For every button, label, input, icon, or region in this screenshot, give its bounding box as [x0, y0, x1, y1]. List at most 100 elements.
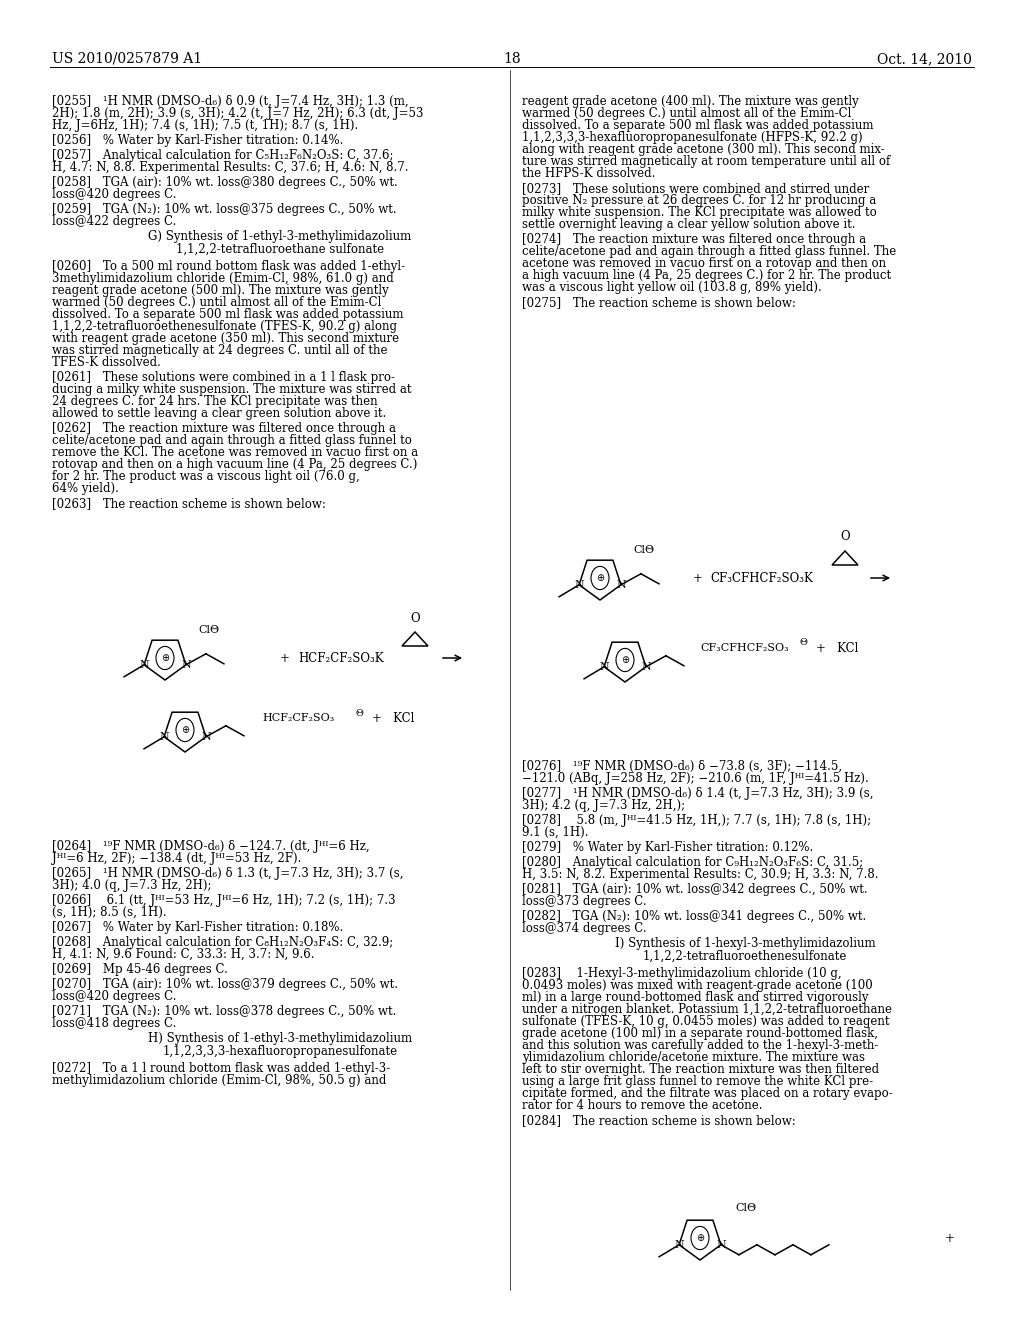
Text: remove the KCl. The acetone was removed in vacuo first on a: remove the KCl. The acetone was removed …	[52, 446, 418, 459]
Text: N: N	[574, 579, 584, 590]
Text: N: N	[674, 1239, 684, 1250]
Text: settle overnight leaving a clear yellow solution above it.: settle overnight leaving a clear yellow …	[522, 218, 855, 231]
Text: [0282] TGA (N₂): 10% wt. loss@341 degrees C., 50% wt.: [0282] TGA (N₂): 10% wt. loss@341 degree…	[522, 909, 866, 923]
Text: reagent grade acetone (500 ml). The mixture was gently: reagent grade acetone (500 ml). The mixt…	[52, 284, 389, 297]
Text: milky white suspension. The KCl precipitate was allowed to: milky white suspension. The KCl precipit…	[522, 206, 877, 219]
Text: 1,1,2,2-tetrafluoroethane sulfonate: 1,1,2,2-tetrafluoroethane sulfonate	[176, 243, 384, 256]
Text: [0261] These solutions were combined in a 1 l flask pro-: [0261] These solutions were combined in …	[52, 371, 395, 384]
Text: N: N	[201, 731, 211, 742]
Text: warmed (50 degrees C.) until almost all of the Emim-Cl: warmed (50 degrees C.) until almost all …	[52, 296, 381, 309]
Text: [0281] TGA (air): 10% wt. loss@342 degrees C., 50% wt.: [0281] TGA (air): 10% wt. loss@342 degre…	[522, 883, 867, 896]
Text: 2H); 1.8 (m, 2H); 3.9 (s, 3H); 4.2 (t, J=7 Hz, 2H); 6.3 (dt, J=53: 2H); 1.8 (m, 2H); 3.9 (s, 3H); 4.2 (t, J…	[52, 107, 424, 120]
Text: H, 4.1: N, 9.6 Found: C, 33.3: H, 3.7: N, 9.6.: H, 4.1: N, 9.6 Found: C, 33.3: H, 3.7: N…	[52, 948, 314, 961]
Text: HCF₂CF₂SO₃K: HCF₂CF₂SO₃K	[298, 652, 384, 664]
Text: loss@373 degrees C.: loss@373 degrees C.	[522, 895, 646, 908]
Text: ClΘ: ClΘ	[634, 545, 654, 554]
Text: O: O	[411, 611, 420, 624]
Text: loss@420 degrees C.: loss@420 degrees C.	[52, 990, 176, 1003]
Text: warmed (50 degrees C.) until almost all of the Emim-Cl: warmed (50 degrees C.) until almost all …	[522, 107, 851, 120]
Text: [0274] The reaction mixture was filtered once through a: [0274] The reaction mixture was filtered…	[522, 234, 866, 246]
Text: CF₃CFHCF₂SO₃K: CF₃CFHCF₂SO₃K	[710, 572, 813, 585]
Text: 1,1,2,3,3,3-hexafluoropropanesulfonate (HFPS-K, 92.2 g): 1,1,2,3,3,3-hexafluoropropanesulfonate (…	[522, 131, 862, 144]
Text: [0284] The reaction scheme is shown below:: [0284] The reaction scheme is shown belo…	[522, 1114, 796, 1127]
Text: [0257] Analytical calculation for C₅H₁₂F₆N₂O₃S: C, 37.6;: [0257] Analytical calculation for C₅H₁₂F…	[52, 149, 393, 162]
Text: ducing a milky white suspension. The mixture was stirred at: ducing a milky white suspension. The mix…	[52, 383, 412, 396]
Text: [0279] % Water by Karl-Fisher titration: 0.12%.: [0279] % Water by Karl-Fisher titration:…	[522, 841, 813, 854]
Text: ⊕: ⊕	[181, 725, 189, 735]
Text: under a nitrogen blanket. Potassium 1,1,2,2-tetrafluoroethane: under a nitrogen blanket. Potassium 1,1,…	[522, 1003, 892, 1016]
Text: [0271] TGA (N₂): 10% wt. loss@378 degrees C., 50% wt.: [0271] TGA (N₂): 10% wt. loss@378 degree…	[52, 1005, 396, 1018]
Text: 9.1 (s, 1H).: 9.1 (s, 1H).	[522, 826, 589, 840]
Text: [0267] % Water by Karl-Fisher titration: 0.18%.: [0267] % Water by Karl-Fisher titration:…	[52, 921, 343, 935]
Text: H) Synthesis of 1-ethyl-3-methylimidazolium: H) Synthesis of 1-ethyl-3-methylimidazol…	[147, 1032, 412, 1045]
Text: ture was stirred magnetically at room temperature until all of: ture was stirred magnetically at room te…	[522, 154, 890, 168]
Text: 1,1,2,3,3,3-hexafluoropropanesulfonate: 1,1,2,3,3,3-hexafluoropropanesulfonate	[163, 1045, 397, 1059]
Text: [0280] Analytical calculation for C₉H₁₂N₂O₃F₆S: C, 31.5;: [0280] Analytical calculation for C₉H₁₂N…	[522, 855, 863, 869]
Text: reagent grade acetone (400 ml). The mixture was gently: reagent grade acetone (400 ml). The mixt…	[522, 95, 859, 108]
Text: N: N	[616, 579, 626, 590]
Text: [0278]  5.8 (m, Jᴴᴵ=41.5 Hz, 1H,); 7.7 (s, 1H); 7.8 (s, 1H);: [0278] 5.8 (m, Jᴴᴵ=41.5 Hz, 1H,); 7.7 (s…	[522, 814, 871, 828]
Text: H, 3.5: N, 8.2. Experimental Results: C, 30.9; H, 3.3: N, 7.8.: H, 3.5: N, 8.2. Experimental Results: C,…	[522, 869, 879, 880]
Text: N: N	[139, 660, 148, 669]
Text: +   KCl: + KCl	[372, 711, 415, 725]
Text: methylimidazolium chloride (Emim-Cl, 98%, 50.5 g) and: methylimidazolium chloride (Emim-Cl, 98%…	[52, 1074, 386, 1086]
Text: ⊕: ⊕	[161, 653, 169, 663]
Text: along with reagent grade acetone (300 ml). This second mix-: along with reagent grade acetone (300 ml…	[522, 143, 885, 156]
Text: [0259] TGA (N₂): 10% wt. loss@375 degrees C., 50% wt.: [0259] TGA (N₂): 10% wt. loss@375 degree…	[52, 203, 396, 216]
Text: [0275] The reaction scheme is shown below:: [0275] The reaction scheme is shown belo…	[522, 296, 796, 309]
Text: HCF₂CF₂SO₃: HCF₂CF₂SO₃	[262, 713, 334, 723]
Text: +: +	[945, 1232, 955, 1245]
Text: +   KCl: + KCl	[816, 642, 858, 655]
Text: CF₃CFHCF₂SO₃: CF₃CFHCF₂SO₃	[700, 643, 788, 653]
Text: N: N	[716, 1239, 726, 1250]
Text: loss@374 degrees C.: loss@374 degrees C.	[522, 921, 646, 935]
Text: [0260] To a 500 ml round bottom flask was added 1-ethyl-: [0260] To a 500 ml round bottom flask wa…	[52, 260, 406, 273]
Text: was a viscous light yellow oil (103.8 g, 89% yield).: was a viscous light yellow oil (103.8 g,…	[522, 281, 821, 294]
Text: a high vacuum line (4 Pa, 25 degrees C.) for 2 hr. The product: a high vacuum line (4 Pa, 25 degrees C.)…	[522, 269, 891, 282]
Text: [0283]  1-Hexyl-3-methylimidazolium chloride (10 g,: [0283] 1-Hexyl-3-methylimidazolium chlor…	[522, 968, 842, 979]
Text: with reagent grade acetone (350 ml). This second mixture: with reagent grade acetone (350 ml). Thi…	[52, 333, 399, 345]
Text: H, 4.7: N, 8.8. Experimental Results: C, 37.6; H, 4.6: N, 8.7.: H, 4.7: N, 8.8. Experimental Results: C,…	[52, 161, 409, 174]
Text: Jᴴᴵ=6 Hz, 2F); −138.4 (dt, Jᴴᴵ=53 Hz, 2F).: Jᴴᴵ=6 Hz, 2F); −138.4 (dt, Jᴴᴵ=53 Hz, 2F…	[52, 851, 301, 865]
Text: 3H); 4.0 (q, J=7.3 Hz, 2H);: 3H); 4.0 (q, J=7.3 Hz, 2H);	[52, 879, 212, 892]
Text: 64% yield).: 64% yield).	[52, 482, 119, 495]
Text: using a large frit glass funnel to remove the white KCl pre-: using a large frit glass funnel to remov…	[522, 1074, 873, 1088]
Text: 3H); 4.2 (q, J=7.3 Hz, 2H,);: 3H); 4.2 (q, J=7.3 Hz, 2H,);	[522, 799, 685, 812]
Text: [0276] ¹⁹F NMR (DMSO-d₆) δ −73.8 (s, 3F); −114.5,: [0276] ¹⁹F NMR (DMSO-d₆) δ −73.8 (s, 3F)…	[522, 760, 842, 774]
Text: 3methylimidazolium chloride (Emim-Cl, 98%, 61.0 g) and: 3methylimidazolium chloride (Emim-Cl, 98…	[52, 272, 394, 285]
Text: N: N	[599, 661, 609, 672]
Text: [0256] % Water by Karl-Fisher titration: 0.14%.: [0256] % Water by Karl-Fisher titration:…	[52, 135, 343, 147]
Text: dissolved. To a separate 500 ml flask was added potassium: dissolved. To a separate 500 ml flask wa…	[522, 119, 873, 132]
Text: +: +	[693, 572, 702, 585]
Text: 0.0493 moles) was mixed with reagent-grade acetone (100: 0.0493 moles) was mixed with reagent-gra…	[522, 979, 872, 993]
Text: loss@420 degrees C.: loss@420 degrees C.	[52, 187, 176, 201]
Text: ClΘ: ClΘ	[735, 1203, 757, 1213]
Text: [0263] The reaction scheme is shown below:: [0263] The reaction scheme is shown belo…	[52, 498, 326, 510]
Text: −121.0 (ABq, J=258 Hz, 2F); −210.6 (m, 1F, Jᴴᴵ=41.5 Hz).: −121.0 (ABq, J=258 Hz, 2F); −210.6 (m, 1…	[522, 772, 868, 785]
Text: sulfonate (TFES-K, 10 g, 0.0455 moles) was added to reagent: sulfonate (TFES-K, 10 g, 0.0455 moles) w…	[522, 1015, 890, 1028]
Text: [0268] Analytical calculation for C₈H₁₂N₂O₃F₄S: C, 32.9;: [0268] Analytical calculation for C₈H₁₂N…	[52, 936, 393, 949]
Text: [0264] ¹⁹F NMR (DMSO-d₆) δ −124.7. (dt, Jᴴᴵ=6 Hz,: [0264] ¹⁹F NMR (DMSO-d₆) δ −124.7. (dt, …	[52, 840, 370, 853]
Text: Θ: Θ	[800, 639, 808, 648]
Text: for 2 hr. The product was a viscous light oil (76.0 g,: for 2 hr. The product was a viscous ligh…	[52, 470, 359, 483]
Text: Oct. 14, 2010: Oct. 14, 2010	[878, 51, 972, 66]
Text: G) Synthesis of 1-ethyl-3-methylimidazolium: G) Synthesis of 1-ethyl-3-methylimidazol…	[148, 230, 412, 243]
Text: ⊕: ⊕	[696, 1233, 705, 1243]
Text: Θ: Θ	[355, 709, 362, 718]
Text: 1,1,2,2-tetrafluoroethenesulfonate (TFES-K, 90.2 g) along: 1,1,2,2-tetrafluoroethenesulfonate (TFES…	[52, 319, 397, 333]
Text: 1,1,2,2-tetrafluoroethenesulfonate: 1,1,2,2-tetrafluoroethenesulfonate	[643, 950, 847, 964]
Text: acetone was removed in vacuo first on a rotovap and then on: acetone was removed in vacuo first on a …	[522, 257, 886, 271]
Text: N: N	[159, 731, 169, 742]
Text: celite/acetone pad and again through a fitted glass funnel to: celite/acetone pad and again through a f…	[52, 434, 412, 447]
Text: [0258] TGA (air): 10% wt. loss@380 degrees C., 50% wt.: [0258] TGA (air): 10% wt. loss@380 degre…	[52, 176, 397, 189]
Text: I) Synthesis of 1-hexyl-3-methylimidazolium: I) Synthesis of 1-hexyl-3-methylimidazol…	[614, 937, 876, 950]
Text: ClΘ: ClΘ	[199, 624, 219, 635]
Text: positive N₂ pressure at 26 degrees C. for 12 hr producing a: positive N₂ pressure at 26 degrees C. fo…	[522, 194, 877, 207]
Text: Hz, J=6Hz, 1H); 7.4 (s, 1H); 7.5 (t, 1H); 8.7 (s, 1H).: Hz, J=6Hz, 1H); 7.4 (s, 1H); 7.5 (t, 1H)…	[52, 119, 358, 132]
Text: [0270] TGA (air): 10% wt. loss@379 degrees C., 50% wt.: [0270] TGA (air): 10% wt. loss@379 degre…	[52, 978, 398, 991]
Text: allowed to settle leaving a clear green solution above it.: allowed to settle leaving a clear green …	[52, 407, 386, 420]
Text: ⊕: ⊕	[621, 655, 629, 665]
Text: loss@418 degrees C.: loss@418 degrees C.	[52, 1016, 176, 1030]
Text: [0273] These solutions were combined and stirred under: [0273] These solutions were combined and…	[522, 182, 869, 195]
Text: [0255] ¹H NMR (DMSO-d₆) δ 0.9 (t, J=7.4 Hz, 3H); 1.3 (m,: [0255] ¹H NMR (DMSO-d₆) δ 0.9 (t, J=7.4 …	[52, 95, 409, 108]
